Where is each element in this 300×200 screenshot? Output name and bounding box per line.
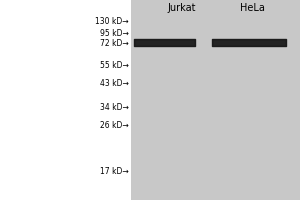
Text: 43 kD→: 43 kD→ bbox=[100, 79, 128, 88]
Text: 26 kD→: 26 kD→ bbox=[100, 120, 128, 130]
Text: Jurkat: Jurkat bbox=[167, 3, 196, 13]
Bar bbox=[130, 0, 300, 200]
Text: 130 kD→: 130 kD→ bbox=[95, 18, 128, 26]
Bar bbox=[0, 0, 130, 200]
Text: 34 kD→: 34 kD→ bbox=[100, 102, 128, 112]
Text: 55 kD→: 55 kD→ bbox=[100, 60, 128, 70]
Text: 72 kD→: 72 kD→ bbox=[100, 40, 128, 48]
Text: 17 kD→: 17 kD→ bbox=[100, 168, 128, 176]
Text: HeLa: HeLa bbox=[240, 3, 265, 13]
Text: 95 kD→: 95 kD→ bbox=[100, 28, 128, 38]
